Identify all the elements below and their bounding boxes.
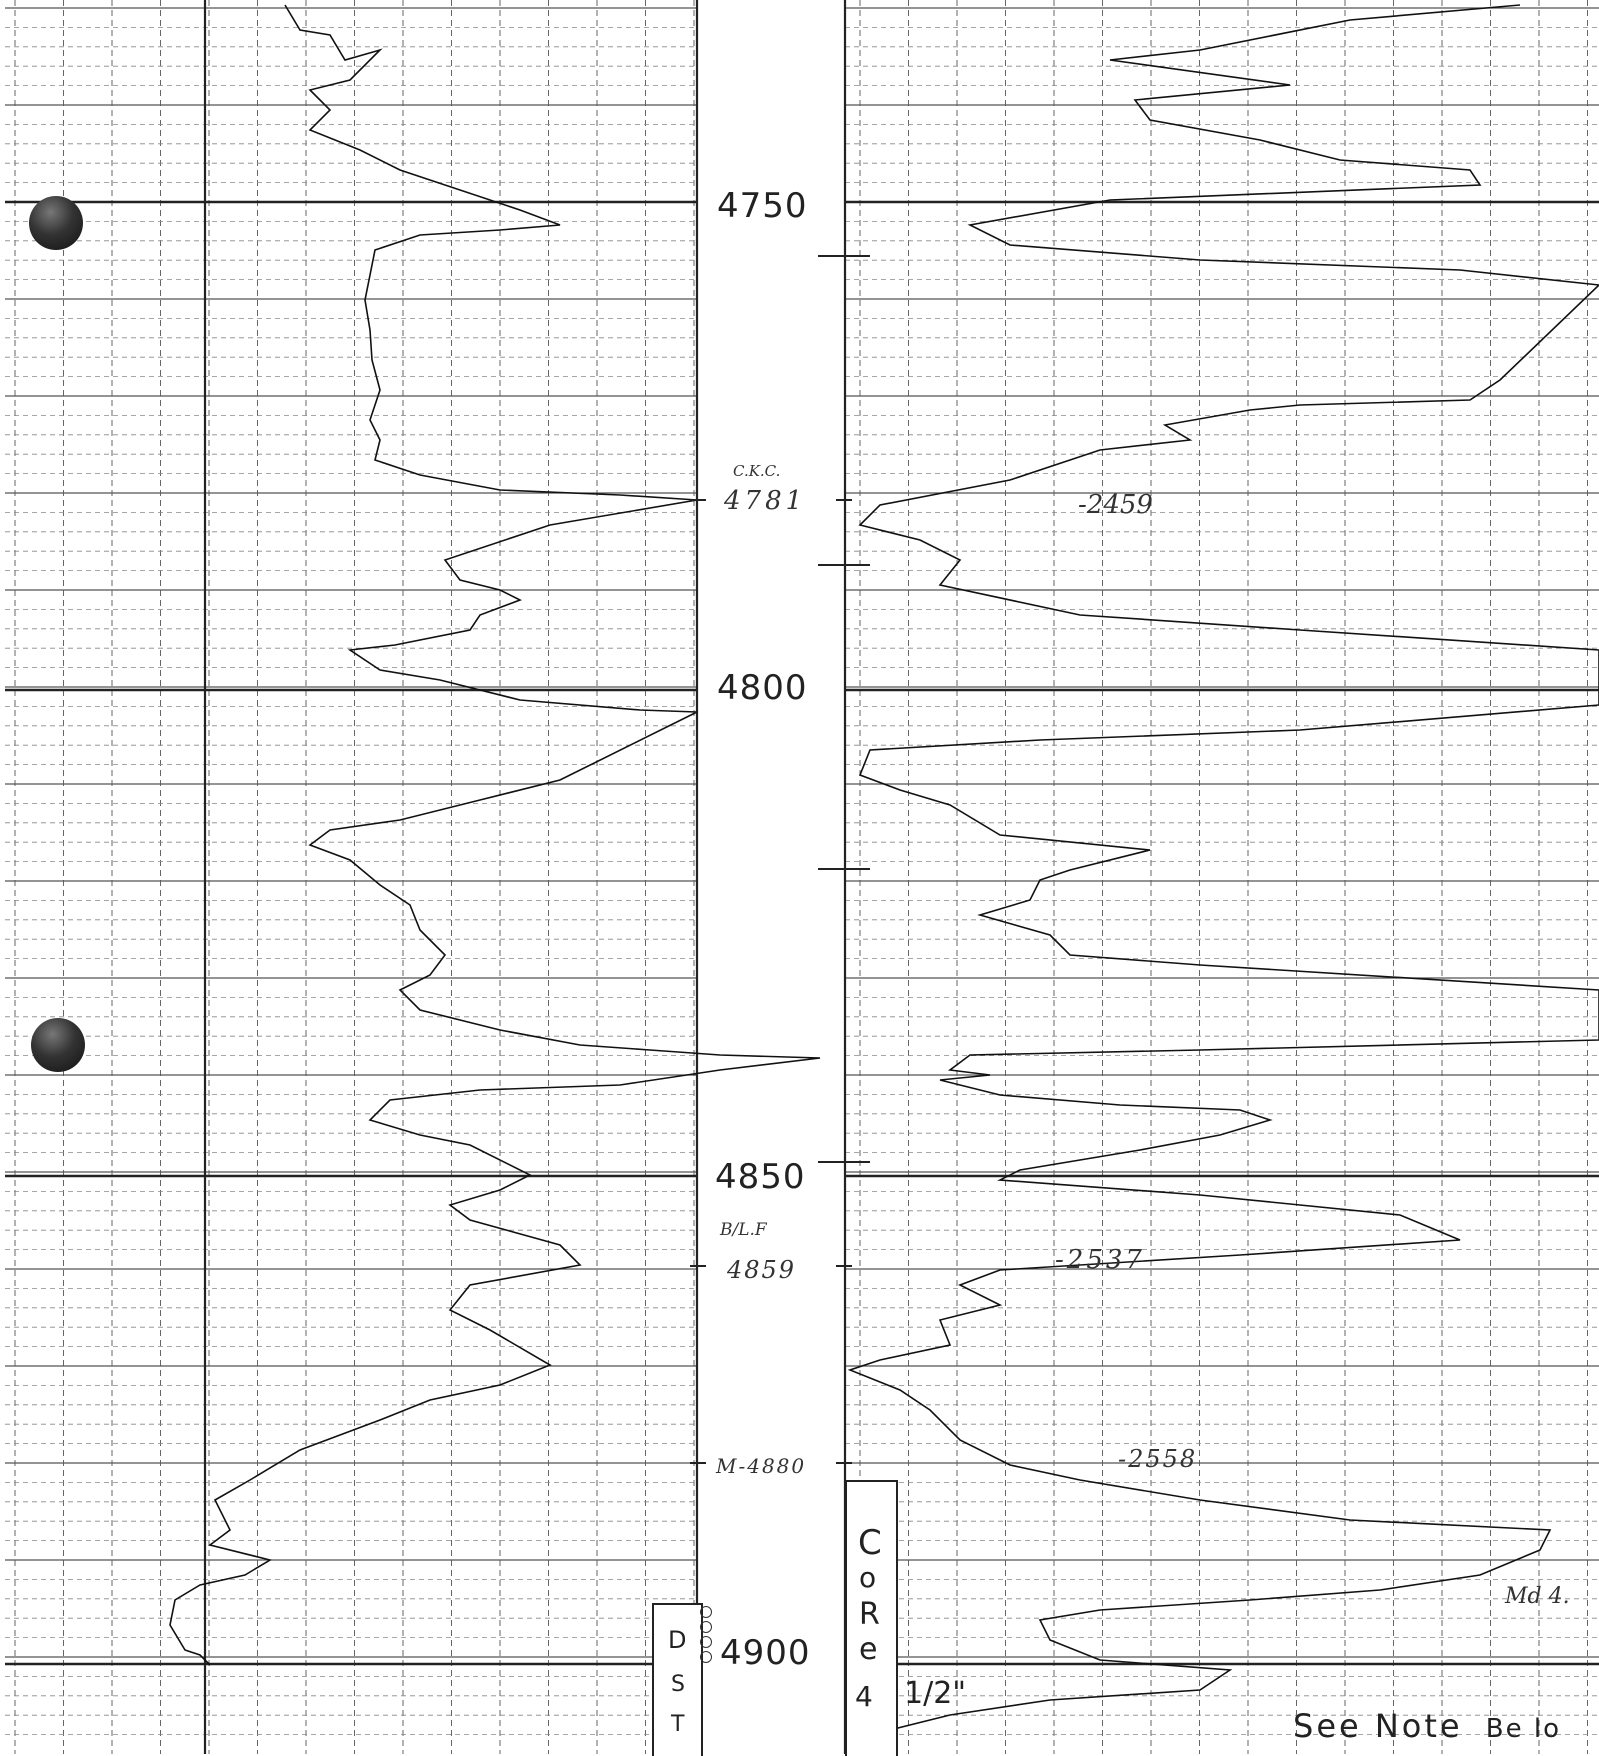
depth-label-4800: 4800 [717, 668, 808, 708]
dst-letter-d: D [668, 1626, 687, 1654]
depth-label-4900: 4900 [720, 1633, 811, 1673]
pick-ckc-depth: 4781 [724, 486, 807, 516]
pick-ckc-subsea: -2459 [1078, 490, 1153, 520]
pick-m-depth: M-4880 [716, 1454, 807, 1478]
depth-label-4850: 4850 [715, 1157, 806, 1197]
dst-interval-box [652, 1603, 703, 1756]
pick-blf-depth: 4859 [727, 1256, 797, 1284]
pick-m-subsea: -2558 [1118, 1445, 1198, 1473]
core-letter-e: e [859, 1632, 878, 1667]
dst-recorder-marks [700, 1606, 714, 1664]
pick-blf-subsea: -2537 [1055, 1245, 1145, 1275]
pick-blf-label: B/L.F [720, 1220, 767, 1240]
depth-label-4750: 4750 [717, 186, 808, 226]
resistivity-curve [847, 4, 1599, 1754]
note-see-text: See Note [1293, 1707, 1463, 1745]
dst-letter-s: S [671, 1672, 685, 1697]
note-below-text: Be lo [1485, 1714, 1562, 1744]
core-size-fraction: 1/2" [904, 1676, 967, 1711]
punch-hole-middle [31, 1018, 85, 1072]
dst-letter-t: T [671, 1712, 685, 1737]
core-letter-o: o [859, 1561, 877, 1594]
gamma-ray-curve [169, 4, 821, 1666]
depth-ticks [690, 255, 870, 1464]
punch-hole-top [29, 196, 83, 250]
core-size-number: 4 [855, 1680, 873, 1713]
pick-ckc-label: C.K.C. [733, 462, 781, 480]
log-grid [5, 0, 1599, 1754]
note-md: Md 4. [1505, 1584, 1570, 1609]
core-letter-c: C [858, 1523, 882, 1563]
log-curves [169, 4, 1599, 1754]
core-letter-r: R [859, 1597, 880, 1632]
core-interval-box [845, 1480, 898, 1756]
note-see-below: See Note Be lo [1293, 1707, 1561, 1745]
